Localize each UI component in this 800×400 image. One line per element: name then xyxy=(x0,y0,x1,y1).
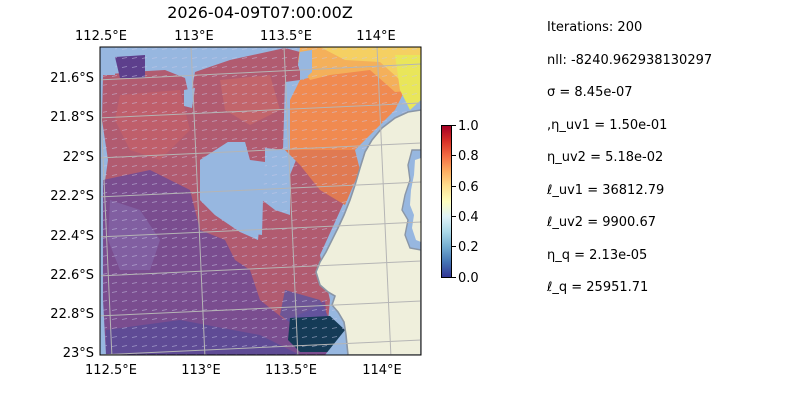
colorbar-tick-mark xyxy=(452,246,456,247)
colorbar-tick-label: 0.6 xyxy=(458,180,479,195)
y-tick: 22.8°S xyxy=(50,307,94,322)
colorbar-tick-label: 0.4 xyxy=(458,210,479,225)
y-tick: 22.4°S xyxy=(50,229,94,244)
param-ell-uv1: ℓ_uv1 = 36812.79 xyxy=(547,183,665,198)
y-tick: 22°S xyxy=(63,150,94,165)
colorbar-tick-label: 0.2 xyxy=(458,240,479,255)
x-tick-top: 113.5°E xyxy=(260,29,312,44)
x-tick-top: 114°E xyxy=(356,29,396,44)
y-tick: 21.6°S xyxy=(50,71,94,86)
x-tick-bottom: 112.5°E xyxy=(85,363,137,378)
colorbar-tick-mark xyxy=(452,277,456,278)
param-ell-uv2: ℓ_uv2 = 9900.67 xyxy=(547,215,656,230)
inner-land xyxy=(410,158,421,242)
y-ticks: 21.6°S 21.8°S 22°S 22.2°S 22.4°S 22.6°S … xyxy=(50,71,94,361)
colorbar-tick-mark xyxy=(452,186,456,187)
colorbar-tick-mark xyxy=(452,155,456,156)
x-tick-bottom: 114°E xyxy=(362,363,402,378)
colorbar xyxy=(441,125,452,278)
param-iterations: Iterations: 200 xyxy=(547,20,643,35)
x-tick-bottom: 113.5°E xyxy=(265,363,317,378)
colorbar-tick-label: 1.0 xyxy=(458,119,479,134)
x-ticks-top: 112.5°E 113°E 113.5°E 114°E xyxy=(75,29,396,44)
graticule xyxy=(100,47,421,355)
param-sigma: σ = 8.45e-07 xyxy=(547,85,633,100)
colorbar-tick-mark xyxy=(452,216,456,217)
y-tick: 21.8°S xyxy=(50,110,94,125)
masked-areas xyxy=(100,47,348,355)
map-title: 2026-04-09T07:00:00Z xyxy=(167,3,353,22)
colorbar-tick-label: 0.8 xyxy=(458,149,479,164)
x-tick-top: 112.5°E xyxy=(75,29,127,44)
param-eta-q: η_q = 2.13e-05 xyxy=(547,248,648,263)
x-ticks-bottom: 112.5°E 113°E 113.5°E 114°E xyxy=(85,363,402,378)
param-eta-uv2: η_uv2 = 5.18e-02 xyxy=(547,150,664,165)
param-ell-q: ℓ_q = 25951.71 xyxy=(547,280,649,295)
land-mass xyxy=(315,109,421,355)
map-frame xyxy=(99,46,422,356)
param-nll: nll: -8240.962938130297 xyxy=(547,53,713,68)
param-eta-uv1: ,η_uv1 = 1.50e-01 xyxy=(547,118,668,133)
y-tick: 22.6°S xyxy=(50,268,94,283)
y-tick: 23°S xyxy=(63,346,94,361)
colorbar-tick-label: 0.0 xyxy=(458,271,479,286)
colorbar-tick-mark xyxy=(452,125,456,126)
x-tick-bottom: 113°E xyxy=(181,363,221,378)
y-tick: 22.2°S xyxy=(50,189,94,204)
x-tick-top: 113°E xyxy=(174,29,214,44)
map-plot-area xyxy=(100,47,421,355)
